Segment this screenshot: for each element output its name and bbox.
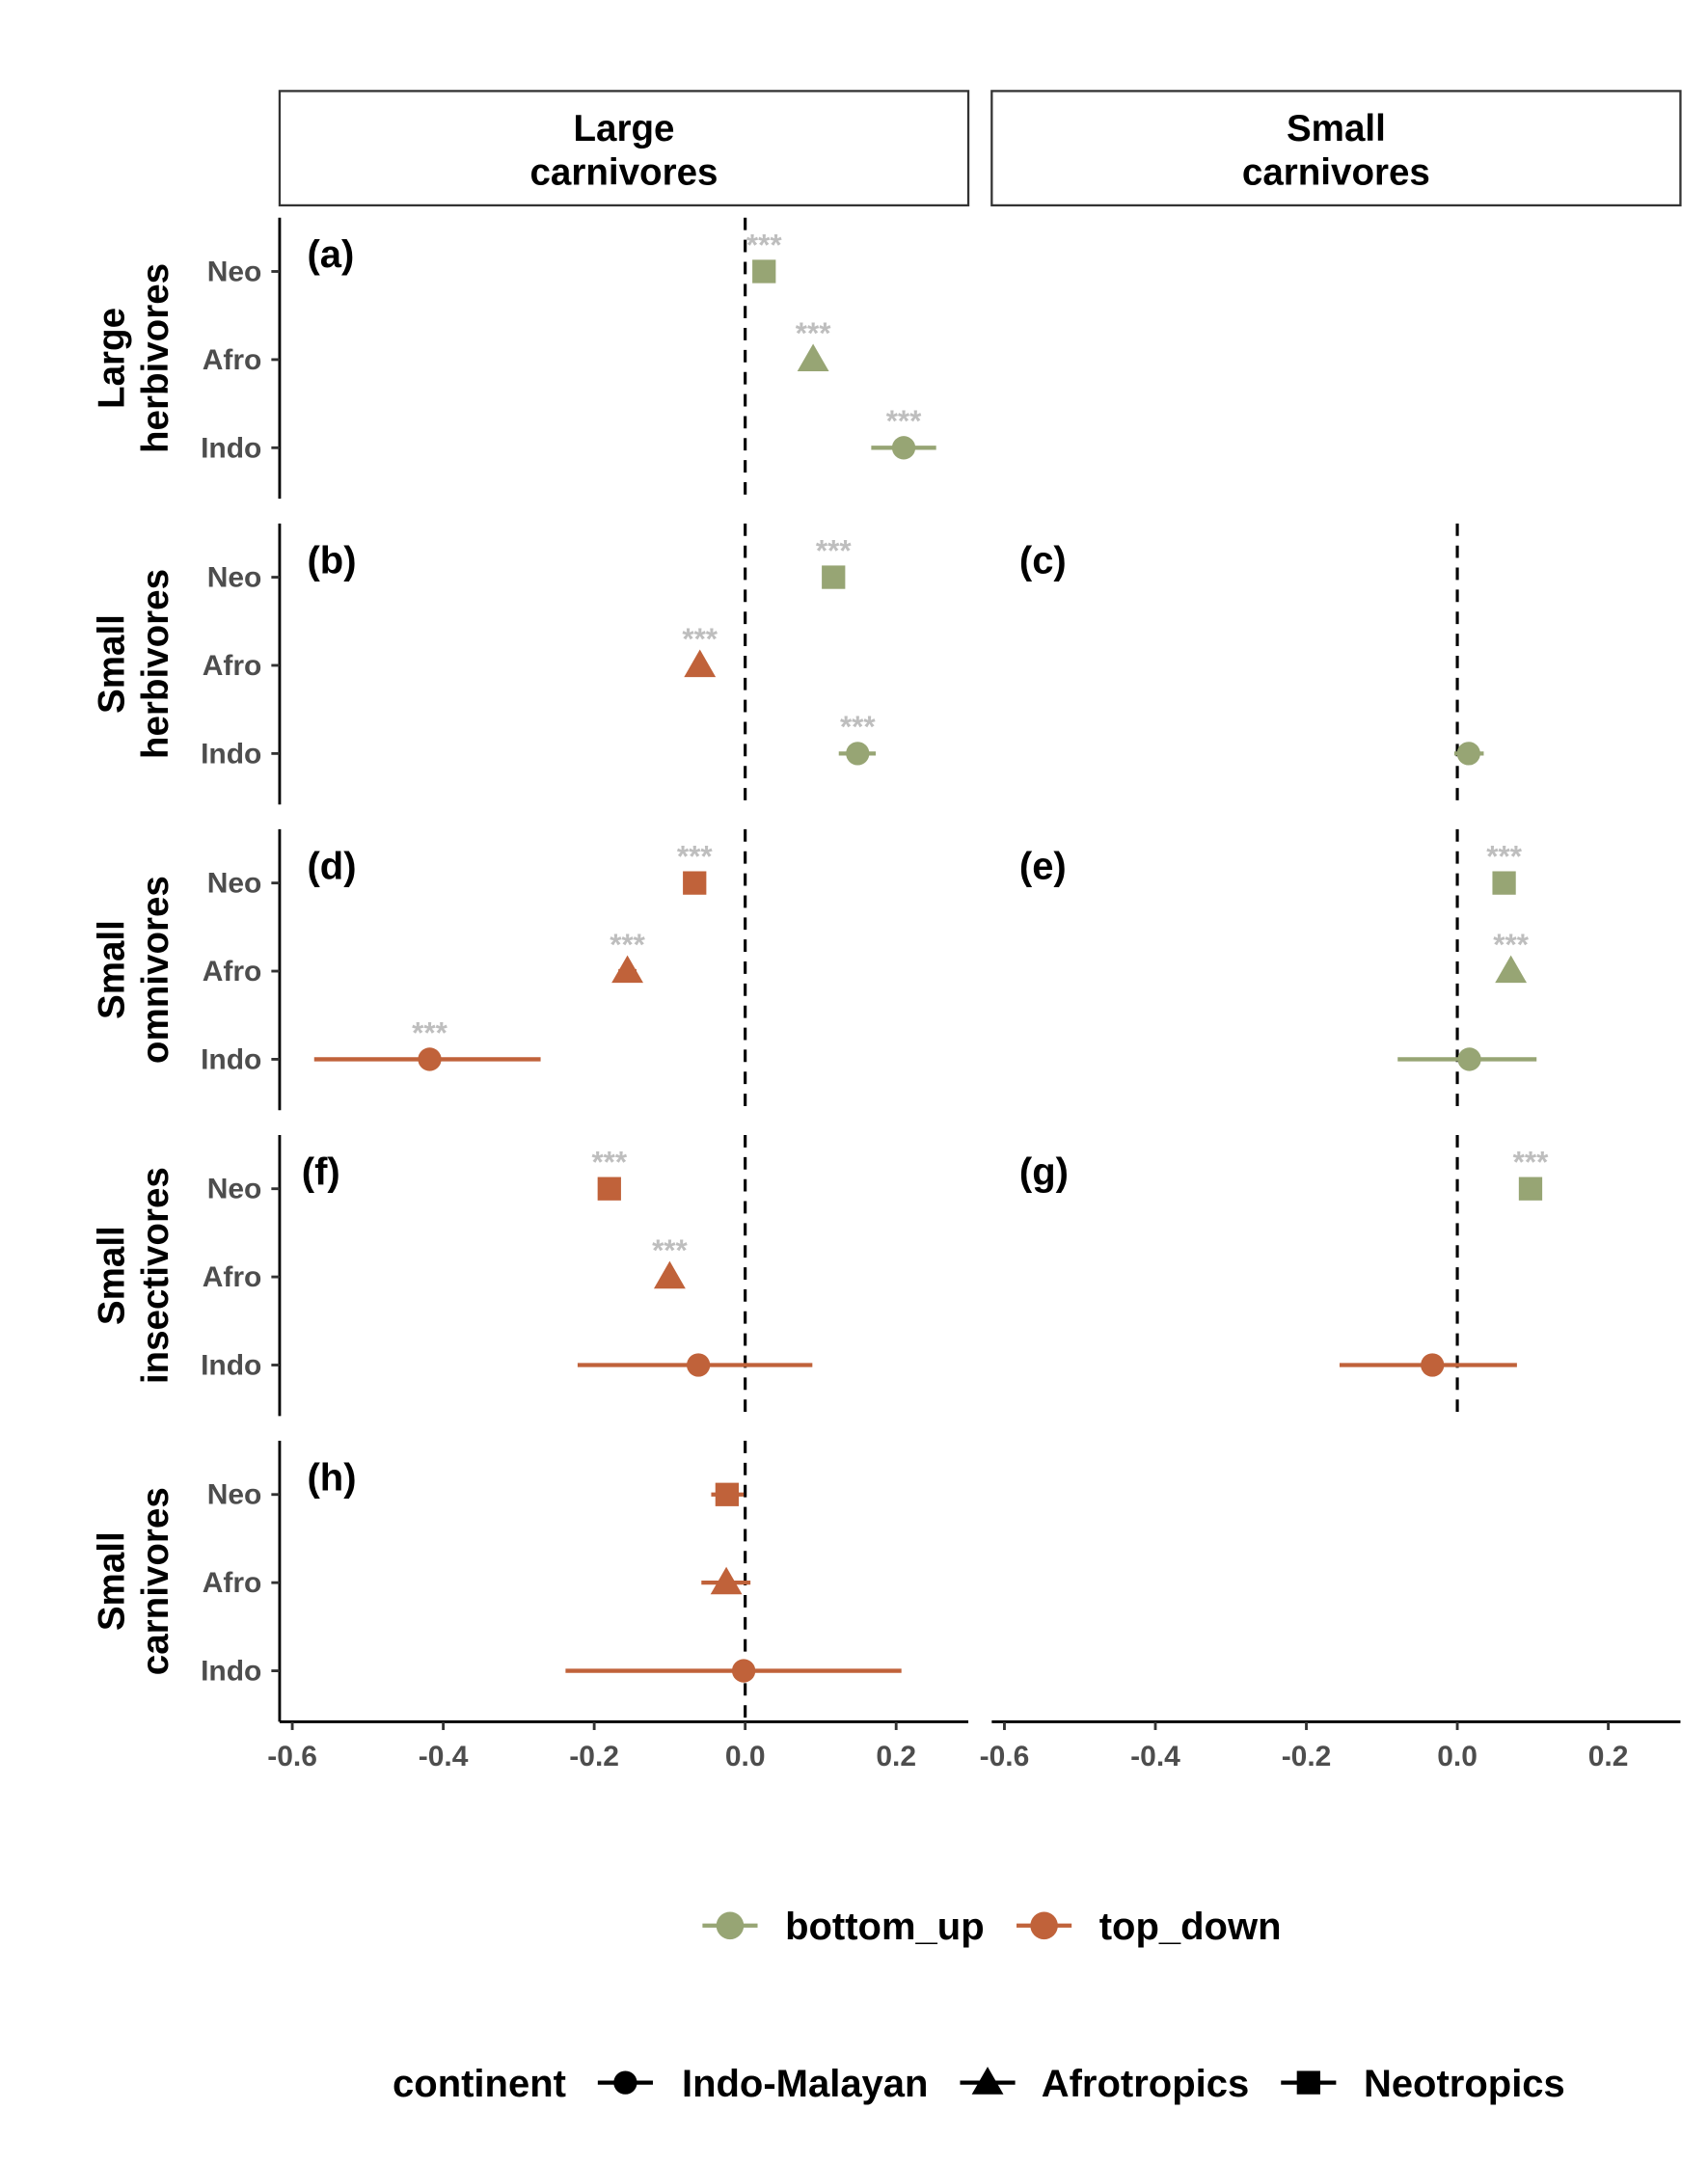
legend-key-shape — [613, 2070, 637, 2095]
y-tick-label: Neo — [207, 1174, 262, 1205]
y-tick-label: Indo — [201, 1656, 261, 1688]
data-point — [1495, 955, 1528, 984]
y-tick-label: Indo — [201, 1349, 261, 1381]
x-tick-label: 0.0 — [1437, 1741, 1478, 1772]
y-tick-label: Afro — [203, 956, 262, 987]
data-point — [891, 436, 916, 460]
x-tick-label: -0.2 — [1282, 1741, 1332, 1772]
significance-label: *** — [412, 1015, 447, 1049]
legend-key-point — [1030, 1911, 1058, 1940]
significance-label: *** — [652, 1233, 688, 1267]
legend-title: continent — [393, 2063, 566, 2105]
panel-label: (h) — [307, 1456, 356, 1499]
y-tick-label: Indo — [201, 432, 261, 464]
row-label: Small — [92, 1531, 133, 1631]
data-point — [687, 1353, 711, 1377]
x-tick-label: 0.2 — [876, 1741, 916, 1772]
row-label: carnivores — [135, 1487, 176, 1675]
data-point — [1457, 1047, 1481, 1071]
legend-key-point — [716, 1911, 745, 1940]
strip-box — [278, 90, 970, 207]
significance-label: *** — [840, 710, 876, 744]
row-label: omnivores — [135, 876, 176, 1064]
data-point — [731, 1659, 756, 1683]
x-tick-label: -0.4 — [419, 1741, 469, 1772]
significance-label: *** — [682, 622, 718, 656]
significance-label: *** — [816, 533, 852, 567]
panel-label: (g) — [1019, 1150, 1069, 1193]
panel-label: (f) — [302, 1150, 340, 1193]
data-point — [683, 871, 707, 895]
row-label: Small — [92, 1226, 133, 1325]
legend-key-shape — [1296, 2070, 1320, 2095]
significance-label: *** — [796, 316, 831, 350]
row-label: herbivores — [135, 263, 176, 453]
x-tick-label: 0.0 — [725, 1741, 766, 1772]
y-tick-label: Neo — [207, 256, 262, 287]
row-label: Small — [92, 614, 133, 714]
legend-label: Indo-Malayan — [682, 2063, 929, 2105]
data-point — [1518, 1177, 1543, 1201]
y-tick-label: Indo — [201, 738, 261, 770]
y-tick-label: Afro — [203, 650, 262, 682]
panel-label: (c) — [1019, 539, 1067, 582]
significance-label: *** — [1513, 1146, 1549, 1179]
y-tick-label: Neo — [207, 1479, 262, 1511]
data-point — [653, 1260, 686, 1289]
data-point — [597, 1177, 621, 1201]
data-point — [418, 1047, 442, 1071]
panel-label: (b) — [307, 539, 356, 582]
data-point — [1492, 871, 1516, 895]
data-point — [710, 1566, 743, 1595]
data-point — [1456, 742, 1480, 766]
x-tick-label: -0.6 — [267, 1741, 317, 1772]
data-point — [715, 1482, 740, 1506]
strip-label: carnivores — [529, 152, 718, 194]
significance-label: *** — [610, 928, 645, 961]
data-point — [1421, 1353, 1445, 1377]
y-tick-label: Neo — [207, 562, 262, 594]
legend-label: Neotropics — [1364, 2063, 1565, 2105]
significance-label: *** — [1486, 839, 1522, 873]
x-tick-label: -0.4 — [1130, 1741, 1180, 1772]
x-tick-label: -0.2 — [569, 1741, 619, 1772]
significance-label: *** — [677, 839, 713, 873]
significance-label: *** — [746, 228, 782, 261]
legend-label: bottom_up — [785, 1906, 985, 1948]
significance-label: *** — [886, 404, 922, 438]
legend-key-shape — [971, 2067, 1004, 2095]
panel-label: (e) — [1019, 845, 1067, 887]
significance-label: *** — [591, 1146, 627, 1179]
legend-label: Afrotropics — [1042, 2063, 1249, 2105]
y-tick-label: Afro — [203, 344, 262, 376]
data-point — [752, 259, 776, 284]
row-label: Large — [92, 308, 133, 409]
strip-box — [990, 90, 1682, 207]
y-tick-label: Afro — [203, 1261, 262, 1293]
data-point — [611, 955, 643, 984]
y-tick-label: Neo — [207, 868, 262, 900]
row-label: insectivores — [135, 1167, 176, 1384]
data-point — [797, 343, 829, 372]
legend-label: top_down — [1099, 1906, 1282, 1948]
data-point — [822, 565, 846, 589]
row-label: Small — [92, 920, 133, 1019]
x-tick-label: -0.6 — [980, 1741, 1030, 1772]
data-point — [846, 742, 870, 766]
strip-label: Small — [1287, 108, 1386, 149]
data-point — [684, 649, 717, 678]
y-tick-label: Afro — [203, 1567, 262, 1599]
x-tick-label: 0.2 — [1588, 1741, 1629, 1772]
strip-label: carnivores — [1242, 152, 1430, 194]
y-tick-label: Indo — [201, 1043, 261, 1075]
panel-label: (d) — [307, 845, 356, 887]
strip-label: Large — [574, 108, 675, 149]
panel-label: (a) — [307, 233, 354, 276]
significance-label: *** — [1493, 928, 1529, 961]
row-label: herbivores — [135, 569, 176, 759]
